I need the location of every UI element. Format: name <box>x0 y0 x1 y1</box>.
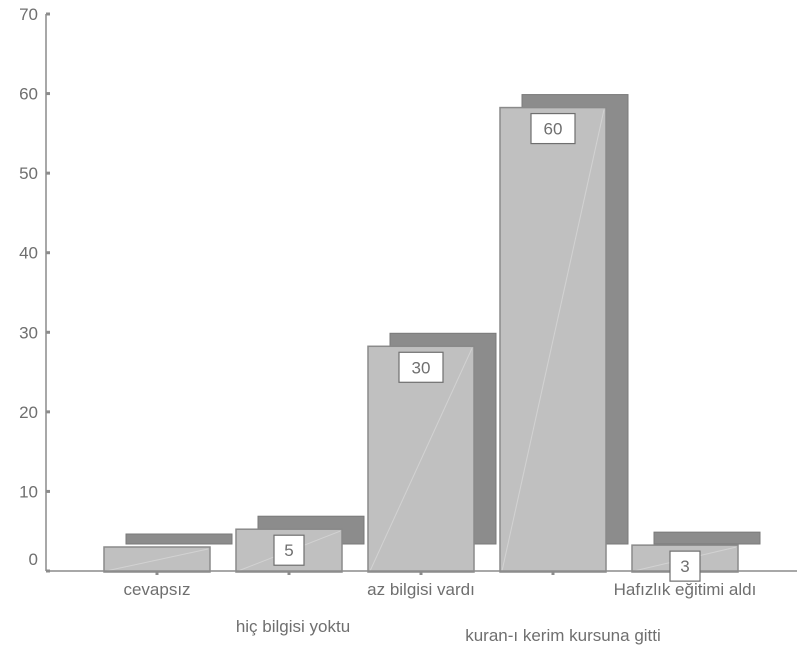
y-tick-label: 40 <box>19 244 38 263</box>
data-label: 3 <box>680 557 689 576</box>
y-tick-label: 50 <box>19 164 38 183</box>
data-label-box <box>398 351 444 383</box>
data-label: 30 <box>412 358 431 377</box>
bar-shade-line <box>369 348 473 572</box>
bar-depth <box>653 531 761 545</box>
y-tick-label: 0 <box>29 550 38 569</box>
data-label: 60 <box>544 120 563 139</box>
y-tick-label: 20 <box>19 403 38 422</box>
bar-shade-line <box>105 548 209 572</box>
data-label-box <box>530 112 576 145</box>
x-category-label: kuran-ı kerim kursuna gitti <box>465 626 661 645</box>
data-label-box <box>273 534 305 566</box>
y-axis-ticks: 0 10 20 30 40 50 60 70 <box>19 5 50 573</box>
y-tick-label: 70 <box>19 5 38 24</box>
x-category-label: az bilgisi vardı <box>367 580 475 599</box>
y-tick-label: 60 <box>19 85 38 104</box>
data-label-box <box>669 550 701 582</box>
x-category-label: Hafızlık eğitimi aldı <box>614 580 757 599</box>
bar-depth <box>125 533 233 545</box>
bar-shade-line <box>501 109 605 572</box>
y-tick-label: 10 <box>19 482 38 501</box>
y-tick-label: 30 <box>19 323 38 342</box>
x-axis-ticks: cevapsız hiç bilgisi yoktu az bilgisi vard… <box>123 571 756 645</box>
x-category-label: hiç bilgisi yoktu <box>236 617 350 636</box>
x-category-label: cevapsız <box>123 580 190 599</box>
data-labels: 5 30 60 3 <box>273 112 701 582</box>
data-label: 5 <box>284 541 293 560</box>
